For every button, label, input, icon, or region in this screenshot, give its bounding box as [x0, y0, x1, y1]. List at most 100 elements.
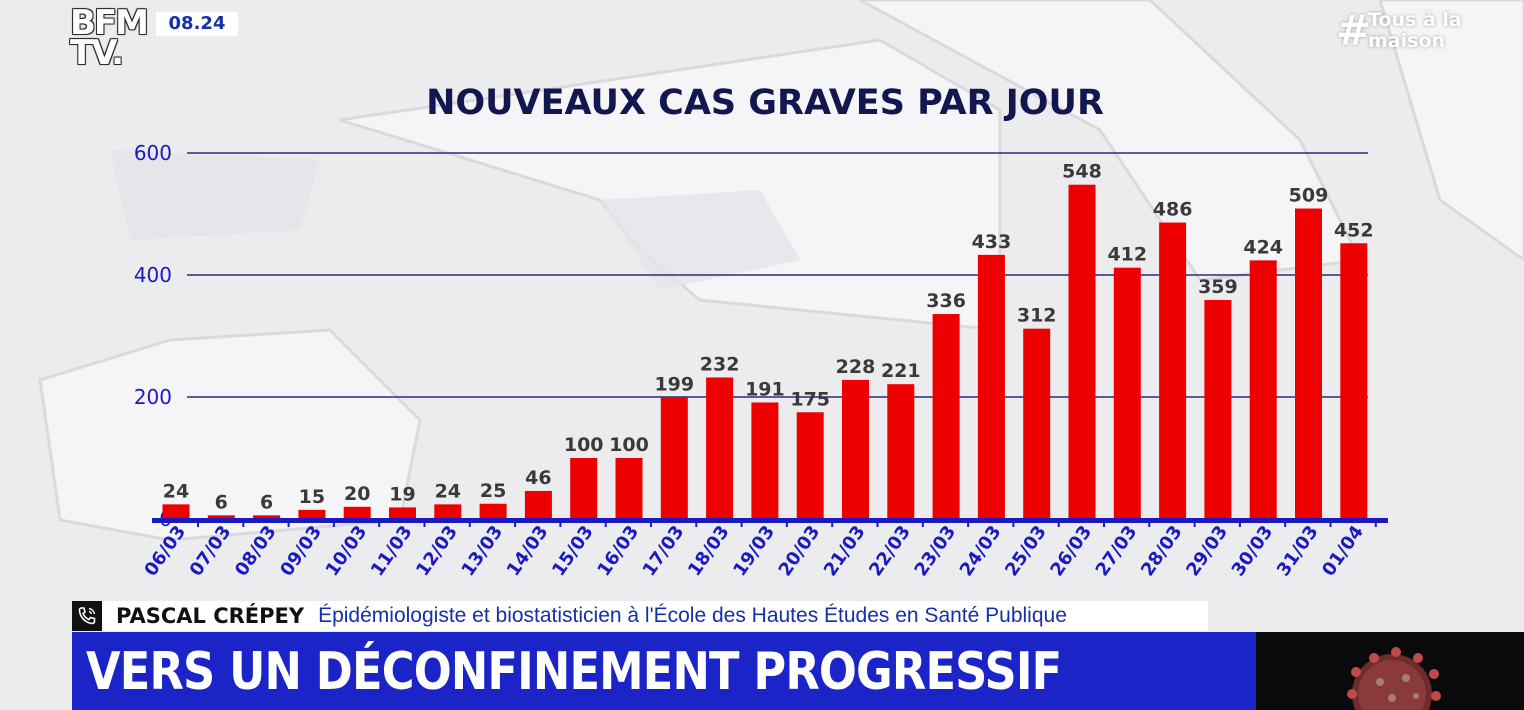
bar-13/03 [479, 503, 507, 519]
x-tick: 25/03 [1001, 522, 1051, 580]
bar-15/03 [570, 458, 598, 519]
clock-time: 08.24 [156, 12, 238, 36]
headline-bar: VERS UN DÉCONFINEMENT PROGRESSIF [72, 632, 1256, 710]
bar-16/03 [615, 458, 643, 519]
bar-29/03 [1204, 300, 1232, 519]
x-tick: 13/03 [457, 522, 507, 580]
virus-thumbnail [1256, 632, 1524, 710]
bar-chart: NOUVEAUX CAS GRAVES PAR JOUR 0200400600 … [134, 83, 1388, 580]
x-tick-label: 31/03 [1273, 522, 1323, 580]
bar-31/03 [1295, 208, 1322, 519]
x-axis-line [152, 518, 1388, 523]
background-watermark [38, 0, 1524, 542]
bar-14/03 [524, 490, 552, 519]
data-label: 336 [926, 290, 966, 312]
x-tick: 28/03 [1137, 522, 1187, 580]
x-tick: 15/03 [548, 522, 598, 580]
x-tick-label: 15/03 [548, 522, 598, 580]
data-label: 221 [881, 360, 921, 382]
headline-text: VERS UN DÉCONFINEMENT PROGRESSIF [86, 642, 1062, 702]
x-tick: 07/03 [186, 522, 236, 580]
data-label: 199 [654, 374, 694, 396]
bar-11/03 [389, 507, 416, 519]
bar-01/04 [1340, 243, 1368, 519]
x-tick-label: 28/03 [1137, 522, 1187, 580]
data-label: 433 [972, 231, 1012, 253]
data-label: 359 [1198, 276, 1238, 298]
y-tick-label: 200 [134, 385, 172, 409]
chart-title: NOUVEAUX CAS GRAVES PAR JOUR [426, 83, 1104, 123]
x-tick-label: 10/03 [322, 522, 372, 580]
x-tick-label: 20/03 [775, 522, 825, 580]
x-tick: 08/03 [231, 522, 281, 580]
x-tick-label: 27/03 [1092, 522, 1142, 580]
x-tick-label: 24/03 [956, 522, 1006, 580]
bar-30/03 [1249, 260, 1277, 519]
x-tick-label: 07/03 [186, 522, 236, 580]
x-axis-ticks: 06/0307/0308/0309/0310/0311/0312/0313/03… [140, 522, 1368, 580]
bar-06/03 [162, 504, 190, 519]
bar-08/03 [253, 515, 281, 519]
lower-third: PASCAL CRÉPEY Épidémiologiste et biostat… [72, 601, 1524, 710]
x-tick-label: 12/03 [412, 522, 462, 580]
x-tick-label: 08/03 [231, 522, 281, 580]
bar-22/03 [887, 384, 915, 519]
data-label: 191 [745, 378, 785, 400]
x-tick-label: 11/03 [367, 522, 417, 580]
y-tick-label: 400 [134, 263, 172, 287]
bar-09/03 [298, 509, 326, 519]
x-tick-label: 18/03 [684, 522, 734, 580]
x-tick: 11/03 [367, 522, 417, 580]
x-tick: 26/03 [1046, 522, 1096, 580]
logo-line-1: BFM [70, 3, 149, 43]
x-tick-label: 01/04 [1318, 522, 1368, 580]
data-label: 452 [1334, 219, 1374, 241]
x-tick-label: 16/03 [593, 522, 643, 580]
data-label: 228 [836, 356, 876, 378]
x-tick: 20/03 [775, 522, 825, 580]
data-label: 424 [1243, 236, 1283, 258]
x-tick: 18/03 [684, 522, 734, 580]
data-label: 19 [389, 483, 415, 505]
data-label: 6 [260, 491, 273, 513]
data-label: 15 [299, 486, 325, 508]
bar-28/03 [1159, 222, 1187, 520]
data-label: 232 [700, 353, 740, 375]
bar-21/03 [842, 379, 869, 519]
logo-line-2: TV. [70, 33, 124, 73]
x-tick: 29/03 [1182, 522, 1232, 580]
gridlines [187, 152, 1368, 398]
bar-27/03 [1113, 267, 1141, 519]
x-tick: 17/03 [639, 522, 689, 580]
x-tick: 19/03 [729, 522, 779, 580]
bars [162, 184, 1368, 520]
data-label: 100 [564, 434, 604, 456]
x-tick-label: 23/03 [910, 522, 960, 580]
x-tick-label: 22/03 [865, 522, 915, 580]
x-tick-label: 25/03 [1001, 522, 1051, 580]
data-label: 20 [344, 483, 370, 505]
hashtag-symbol: # [1336, 6, 1372, 55]
x-tick-label: 21/03 [820, 522, 870, 580]
x-tick-label: 17/03 [639, 522, 689, 580]
data-label: 486 [1153, 199, 1193, 221]
x-tick-label: 29/03 [1182, 522, 1232, 580]
bar-23/03 [932, 314, 960, 519]
bar-12/03 [434, 504, 462, 519]
data-label: 312 [1017, 305, 1057, 327]
x-tick: 10/03 [322, 522, 372, 580]
x-axis [152, 518, 1388, 527]
phone-icon [72, 601, 102, 631]
data-label: 175 [790, 388, 830, 410]
x-tick: 14/03 [503, 522, 553, 580]
bar-10/03 [343, 506, 371, 519]
speaker-name: PASCAL CRÉPEY [116, 604, 305, 628]
x-tick: 16/03 [593, 522, 643, 580]
data-label: 25 [480, 480, 506, 502]
data-label: 6 [215, 491, 228, 513]
bar-19/03 [751, 402, 779, 519]
bar-07/03 [207, 515, 235, 519]
data-label: 24 [163, 480, 189, 502]
x-tick: 21/03 [820, 522, 870, 580]
y-axis-ticks: 0200400600 [134, 141, 172, 531]
